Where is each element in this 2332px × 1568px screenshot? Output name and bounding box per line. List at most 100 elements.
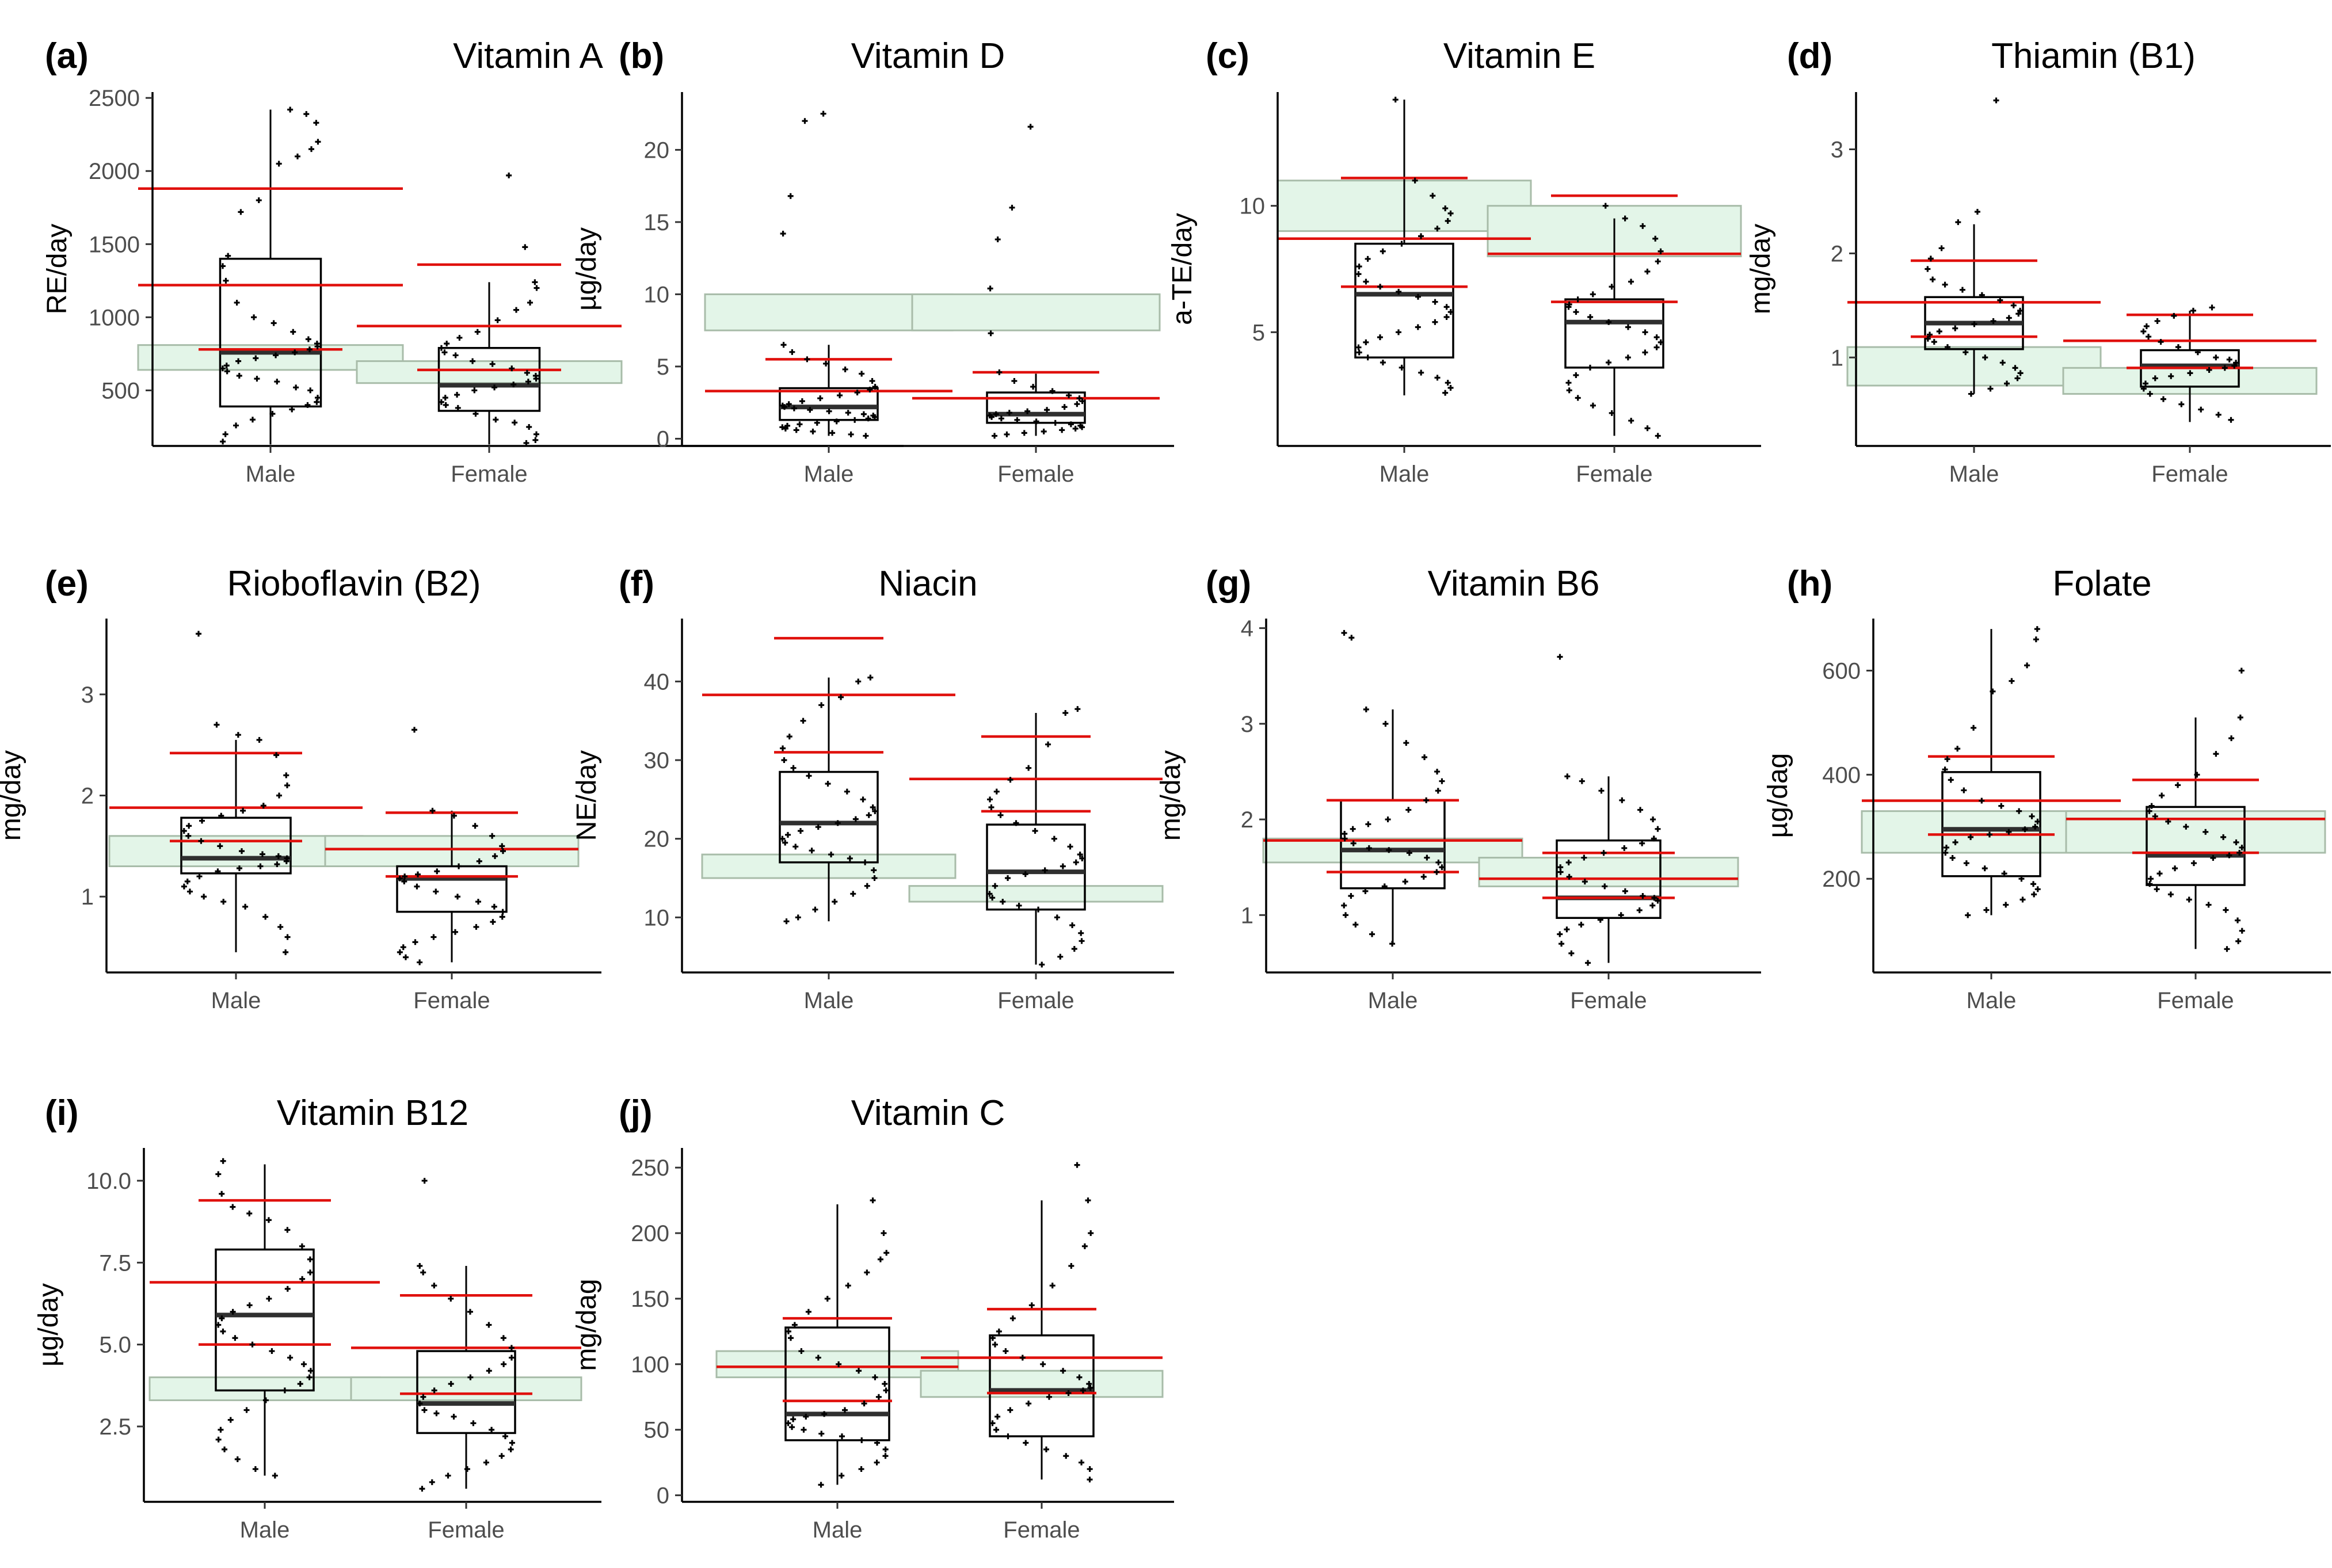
data-point [2158,339,2164,345]
data-point [782,404,788,410]
data-point [1405,807,1412,813]
data-point [1557,654,1563,660]
data-point [1968,391,1974,397]
data-point [1079,1459,1085,1466]
data-point [877,1256,883,1262]
data-point [467,1308,473,1315]
box-male [1941,771,2041,878]
data-point [1435,788,1441,794]
data-point [270,320,277,326]
data-point [1080,1387,1086,1394]
chart-panel-i: (i) Vitamin B12 µg/day 2.5 5.0 7.5 10.0 Male Fem… [33,1093,601,1543]
y-tick-label: 5.0 [99,1333,131,1358]
data-point [513,307,520,313]
y-tick-label: 4 [1241,616,1253,642]
data-point [1982,354,1988,361]
data-point [883,1250,890,1256]
data-point [438,399,444,405]
x-tick-label: Male [246,461,296,487]
data-point [275,853,281,859]
data-point [1085,1197,1091,1204]
data-point [1363,706,1369,712]
data-point [786,734,792,739]
data-point [1606,360,1612,366]
data-point [2233,839,2239,845]
data-point [2215,411,2222,418]
panel-letter: (e) [45,564,89,604]
data-point [1640,223,1646,229]
data-point [835,820,841,826]
data-point [2006,829,2012,835]
data-point [1077,852,1083,857]
data-point [235,358,242,364]
data-point [2034,626,2040,632]
data-point [2186,896,2192,903]
x-tick-label: Male [240,1517,290,1543]
y-tick-label: 2000 [89,159,140,184]
data-point [224,368,230,375]
y-tick-label: 3 [81,682,94,708]
data-point [810,428,816,434]
data-point [861,1401,867,1407]
chart-panel-e: (e) Rioboflavin (B2) mg/day 1 2 3 Male Female [0,564,601,1013]
chart-panel-d: (d) Thiamin (B1) mg/day 1 2 3 Male Female [1746,36,2331,487]
data-point [486,1322,492,1328]
data-point [1078,930,1084,936]
data-point [1063,1453,1069,1459]
data-point [1356,349,1362,356]
data-point [1566,387,1572,394]
data-point [492,853,498,859]
data-point [800,718,806,724]
data-point [2140,329,2147,335]
data-point [1065,1390,1072,1396]
x-tick-label: Male [1967,988,2017,1013]
data-point [289,406,295,413]
data-point [2154,886,2160,892]
data-point [1639,840,1645,846]
data-point [215,1322,222,1328]
data-point [284,1227,291,1233]
data-point [2148,803,2155,809]
data-point [1602,883,1608,890]
data-point [2017,370,2024,376]
data-point [2012,365,2018,371]
x-tick-label: Female [451,461,527,487]
data-point [2194,349,2201,356]
data-point [1651,835,1657,842]
data-point [1990,318,1996,324]
data-point [804,356,810,363]
data-point [845,410,851,416]
data-point [871,867,877,873]
data-point [996,369,1003,375]
data-point [181,828,187,834]
data-point [2152,375,2158,381]
data-point [1022,871,1028,878]
data-point [1088,1230,1094,1237]
data-point [1579,778,1585,784]
data-point [1081,1243,1088,1249]
data-point [273,352,279,358]
y-axis-label: mg/day [1156,750,1186,841]
data-point [1424,854,1430,861]
data-point [1399,241,1405,247]
data-point [527,299,534,306]
data-point [198,838,204,844]
panel-letter: (f) [619,564,654,604]
data-point [500,909,506,915]
data-point [508,1345,515,1351]
data-point [1076,395,1083,402]
data-point [1649,902,1656,909]
y-axis-label: µg/day [571,227,602,311]
data-point [1377,334,1383,341]
data-point [315,139,321,145]
data-point [1087,1466,1093,1472]
data-point [2209,304,2215,311]
reference-band [350,1376,582,1401]
data-point [1925,266,1931,272]
data-point [1341,902,1347,909]
data-point [253,355,259,361]
data-point [1965,912,1971,918]
data-point [236,373,242,379]
data-point [489,361,496,367]
data-point [860,411,867,417]
